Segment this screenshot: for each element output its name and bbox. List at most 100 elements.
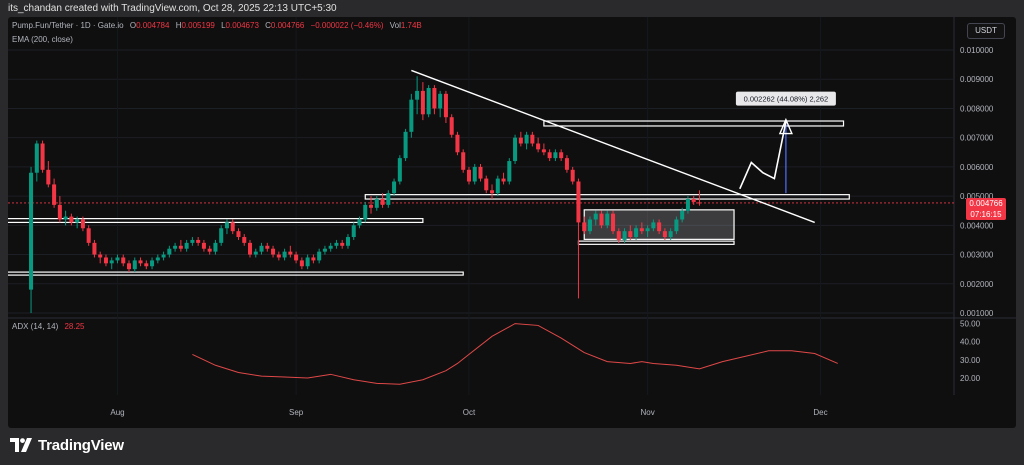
candle-body [645, 228, 650, 232]
candle-body [351, 225, 356, 238]
zone-box [8, 271, 464, 276]
candle-body [680, 210, 685, 220]
candle-body [80, 219, 85, 229]
candle-body [230, 222, 235, 232]
candle-body [57, 204, 62, 220]
candle-body [651, 222, 656, 229]
candle-body [513, 137, 518, 162]
indicator-legend[interactable]: EMA (200, close) [12, 35, 73, 44]
candle-body [219, 228, 224, 243]
candle-body [328, 245, 333, 249]
candle-body [484, 178, 489, 191]
candle-body [265, 245, 270, 249]
high-label: H [175, 21, 182, 30]
annotation-boxes[interactable] [8, 120, 850, 276]
candle-body [559, 152, 564, 159]
candle-body [69, 216, 74, 223]
candle-body [150, 260, 155, 267]
candle-body [611, 213, 616, 232]
price-grid [8, 17, 1016, 395]
tradingview-logo-icon [10, 438, 32, 452]
price-tick-label: 0.007000 [960, 134, 994, 143]
ema-indicator-label[interactable]: EMA (200, close) [12, 35, 73, 44]
candle-body [668, 231, 673, 238]
candle-body [242, 237, 247, 243]
projection-label-box [735, 91, 836, 106]
chart-frame[interactable]: 0.002262 (44.08%) 2,262 0.010000 0.009000… [8, 17, 1016, 428]
price-tick-label: 0.005000 [960, 192, 994, 201]
candle-body [449, 117, 454, 135]
candle-body [236, 231, 241, 238]
candles [29, 76, 702, 313]
time-tick-label: Aug [110, 408, 124, 417]
price-tick-label: 0.009000 [960, 75, 994, 84]
candle-body [345, 237, 350, 246]
low-value: 0.004673 [225, 21, 259, 30]
adx-tick-label: 40.00 [960, 338, 981, 347]
candle-body [75, 219, 80, 223]
close-value: 0.004766 [270, 21, 305, 30]
candle-body [392, 181, 397, 194]
brand-name: TradingView [38, 436, 124, 454]
symbol-label[interactable]: Pump.Fun/Tether · 1D · Gate.io [12, 21, 124, 30]
candle-body [363, 204, 368, 220]
time-tick-label: Nov [640, 408, 654, 417]
last-price-tag: 0.004766 07:16:15 [966, 198, 1006, 220]
price-tick-label: 0.010000 [960, 46, 994, 55]
candle-body [386, 193, 391, 205]
adx-legend[interactable]: ADX (14, 14) 28.25 [12, 322, 85, 331]
candle-body [547, 152, 552, 159]
adx-tick-label: 30.00 [960, 356, 981, 365]
zone-box [8, 218, 424, 224]
candle-body [403, 131, 408, 159]
candle-body [40, 143, 45, 170]
candle-body [109, 260, 114, 264]
price-tick-label: 0.003000 [960, 251, 994, 260]
time-tick-label: Dec [813, 408, 827, 417]
projection-arrowhead [778, 117, 793, 135]
candle-body [593, 213, 598, 220]
candle-body [259, 245, 264, 252]
candle-body [294, 254, 299, 261]
candle-body [184, 242, 189, 249]
chart-canvas[interactable]: 0.002262 (44.08%) 2,262 0.010000 0.009000… [8, 17, 1016, 428]
candle-body [173, 245, 178, 249]
last-price-value: 0.004766 [969, 199, 1003, 208]
tradingview-brand: TradingView [10, 435, 124, 455]
time-axis[interactable]: Aug Sep Oct Nov Dec [110, 408, 827, 417]
candle-body [518, 137, 523, 144]
candle-body [639, 228, 644, 232]
candle-body [34, 143, 39, 173]
candle-body [282, 251, 287, 258]
adx-tick-label: 20.00 [960, 374, 981, 383]
candle-body [369, 204, 374, 208]
candle-body [374, 199, 379, 208]
candle-body [662, 231, 667, 238]
candle-body [587, 219, 592, 232]
bar-countdown: 07:16:15 [970, 210, 1002, 219]
candle-body [582, 222, 587, 232]
candle-body [253, 251, 258, 255]
candle-body [536, 143, 541, 150]
candle-body [599, 213, 604, 226]
candle-body [86, 228, 91, 243]
trend-drawings[interactable]: 0.002262 (44.08%) 2,262 [411, 69, 836, 224]
candle-body [299, 260, 304, 267]
candle-body [397, 158, 402, 182]
change-value: −0.000022 (−0.46%) [310, 21, 384, 30]
candle-body [685, 199, 690, 211]
price-axis[interactable]: 0.010000 0.009000 0.008000 0.007000 0.006000… [960, 46, 994, 383]
candle-body [247, 242, 253, 255]
candle-body [98, 254, 103, 258]
candle-body [605, 213, 610, 226]
candle-body [213, 242, 218, 252]
currency-button[interactable]: USDT [967, 23, 1005, 39]
candle-body [288, 251, 293, 255]
candle-body [132, 260, 137, 270]
candle-body [317, 251, 322, 261]
projection-path [739, 121, 787, 190]
candle-body [409, 99, 414, 132]
adx-label[interactable]: ADX (14, 14) [12, 322, 59, 331]
descending-trendline [411, 69, 815, 224]
candle-body [530, 134, 535, 144]
